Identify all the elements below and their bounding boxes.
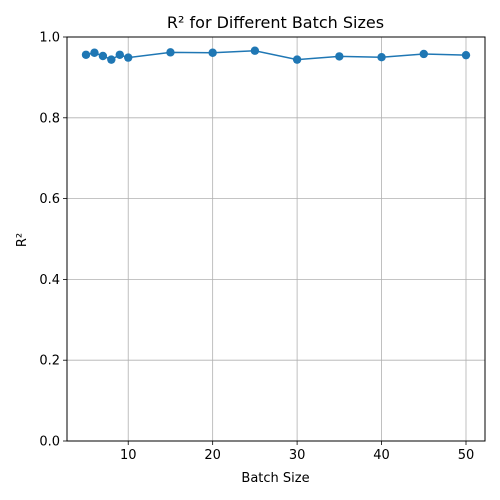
- y-axis-ticks: 0.0 0.2 0.4 0.6 0.8 1.0: [39, 31, 67, 450]
- data-point: [98, 51, 108, 61]
- x-tick-label: 50: [458, 448, 475, 463]
- data-point: [81, 50, 91, 59]
- y-tick-label: 0.8: [39, 111, 60, 126]
- y-tick-label: 0.4: [39, 273, 60, 288]
- series-line-layer: [85, 49, 467, 61]
- y-tick-label: 0.0: [39, 435, 60, 450]
- x-tick-label: 40: [373, 448, 390, 463]
- y-axis-label: R²: [15, 233, 30, 247]
- data-point: [124, 53, 133, 62]
- x-tick-label: 20: [204, 448, 221, 463]
- data-points: [81, 46, 471, 64]
- chart-title: R² for Different Batch Sizes: [167, 13, 384, 32]
- y-tick-label: 1.0: [39, 31, 60, 46]
- x-axis-label: Batch Size: [241, 471, 309, 486]
- plot-frame: [66, 36, 486, 442]
- y-tick-label: 0.6: [39, 192, 60, 207]
- grid: [67, 36, 485, 442]
- x-tick-label: 10: [120, 448, 137, 463]
- x-tick-label: 30: [289, 448, 306, 463]
- data-point: [250, 46, 260, 55]
- data-point: [208, 48, 217, 57]
- data-point: [166, 48, 175, 57]
- data-point: [107, 55, 116, 64]
- data-point: [292, 55, 302, 64]
- y-tick-label: 0.2: [39, 354, 60, 369]
- series-line: [85, 49, 467, 61]
- data-point: [115, 50, 124, 59]
- data-point: [461, 50, 471, 60]
- data-point: [335, 52, 344, 61]
- data-point: [419, 49, 428, 59]
- x-axis-ticks: 10 20 30 40 50: [120, 441, 474, 463]
- data-point: [377, 53, 386, 62]
- data-point: [90, 48, 99, 57]
